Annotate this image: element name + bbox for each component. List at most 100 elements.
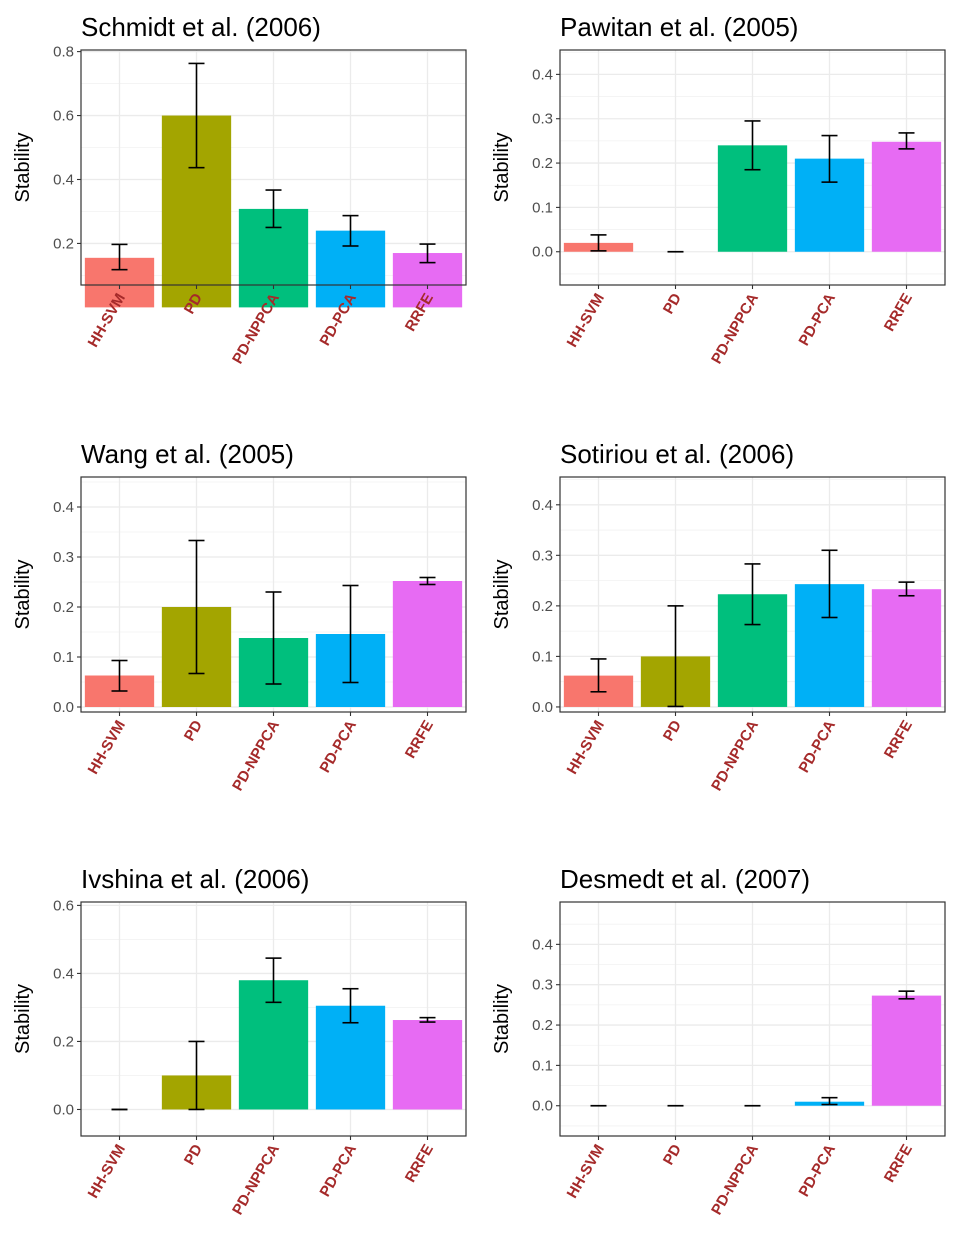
y-axis-title: Stability: [12, 559, 34, 629]
y-tick-label: 0.2: [532, 155, 553, 172]
y-tick-label: 0.2: [53, 235, 74, 252]
y-tick-label: 0.3: [532, 977, 553, 994]
error-bar-pd-pca: [821, 134, 838, 183]
error-bar-hh-svm: [111, 243, 128, 271]
x-tick-label-rrfe: RRFE: [881, 291, 916, 335]
y-tick-label: 0.8: [53, 44, 74, 61]
x-tick-label-pd-pca: PD-PCA: [795, 1141, 839, 1199]
error-bar-rrfe: [898, 581, 915, 597]
y-tick-label: 0.0: [53, 699, 74, 716]
x-tick-label-pd-pca: PD-PCA: [795, 290, 839, 348]
panel-title: Pawitan et al. (2005): [560, 12, 798, 42]
x-tick-label-pd-pca: PD-PCA: [316, 717, 360, 775]
bar-rrfe: [871, 141, 942, 252]
y-tick-label: 0.4: [532, 66, 553, 83]
y-tick-label: 0.1: [53, 649, 74, 666]
y-tick-label: 0.4: [53, 171, 74, 188]
bar-rrfe: [392, 1020, 463, 1110]
x-tick-label-pd-pca: PD-PCA: [316, 1141, 360, 1199]
x-tick-label-pd-nppca: PD-NPPCA: [708, 290, 762, 366]
panel-title: Wang et al. (2005): [81, 439, 294, 469]
y-tick-label: 0.3: [532, 547, 553, 564]
y-tick-label: 0.6: [53, 108, 74, 125]
y-tick-label: 0.3: [532, 111, 553, 128]
bar-rrfe: [392, 581, 463, 707]
error-bar-pd-nppca: [265, 591, 282, 685]
bar-rrfe: [871, 589, 942, 707]
y-axis-title: Stability: [491, 132, 513, 202]
panel-title: Ivshina et al. (2006): [81, 864, 309, 894]
y-tick-label: 0.3: [53, 549, 74, 566]
error-bar-rrfe: [898, 990, 915, 1000]
error-bar-hh-svm: [590, 234, 607, 252]
y-tick-label: 0.1: [532, 1057, 553, 1074]
y-axis-title: Stability: [12, 984, 34, 1054]
x-tick-label-hh-svm: HH-SVM: [564, 291, 608, 351]
x-tick-label-pd: PD: [181, 717, 206, 744]
x-tick-label-pd-nppca: PD-NPPCA: [708, 1141, 762, 1217]
panel-2: 0.0 0.1 0.2 0.3 0.4 HH-SVM PD PD-NPPCA PD-PCA RRF…: [491, 12, 946, 367]
bar-rrfe: [871, 995, 942, 1106]
panel-title: Schmidt et al. (2006): [81, 12, 321, 42]
x-tick-label-rrfe: RRFE: [402, 1142, 437, 1186]
y-tick-label: 0.0: [532, 699, 553, 716]
y-axis-title: Stability: [491, 559, 513, 629]
y-tick-label: 0.1: [532, 648, 553, 665]
x-tick-label-hh-svm: HH-SVM: [564, 1142, 608, 1202]
y-tick-label: 0.4: [53, 499, 74, 516]
error-bar-rrfe: [419, 576, 436, 586]
x-tick-label-pd-pca: PD-PCA: [795, 717, 839, 775]
panel-3: 0.0 0.1 0.2 0.3 0.4 HH-SVM PD PD-NPPCA PD-PCA RRF…: [12, 439, 467, 794]
x-tick-label-rrfe: RRFE: [402, 718, 437, 762]
error-bar-rrfe: [419, 1016, 436, 1023]
y-tick-label: 0.4: [53, 965, 74, 982]
y-tick-label: 0.2: [53, 1033, 74, 1050]
x-tick-label-pd: PD: [181, 1141, 206, 1168]
x-tick-label-hh-svm: HH-SVM: [85, 718, 129, 778]
y-tick-label: 0.0: [532, 244, 553, 261]
y-tick-label: 0.4: [532, 936, 553, 953]
error-bar-pd-pca: [821, 549, 838, 619]
error-bar-pd-nppca: [744, 120, 761, 171]
error-bar-pd: [188, 62, 205, 169]
error-bar-pd-nppca: [744, 563, 761, 626]
y-tick-label: 0.2: [53, 599, 74, 616]
y-tick-label: 0.0: [532, 1098, 553, 1115]
error-bar-pd-nppca: [265, 189, 282, 229]
x-tick-label-hh-svm: HH-SVM: [564, 718, 608, 778]
y-tick-label: 0.1: [532, 199, 553, 216]
panel-title: Desmedt et al. (2007): [560, 864, 810, 894]
error-bar-pd-pca: [342, 584, 359, 684]
y-tick-label: 0.6: [53, 897, 74, 914]
x-tick-label-pd-nppca: PD-NPPCA: [229, 717, 283, 793]
error-bar-pd-pca: [821, 1096, 838, 1106]
y-axis-title: Stability: [491, 984, 513, 1054]
error-bar-pd-nppca: [265, 957, 282, 1004]
x-tick-label-rrfe: RRFE: [881, 718, 916, 762]
x-tick-label-rrfe: RRFE: [881, 1142, 916, 1186]
error-bar-hh-svm: [111, 659, 128, 692]
y-tick-label: 0.4: [532, 497, 553, 514]
y-tick-label: 0.2: [532, 1017, 553, 1034]
x-tick-label-pd-nppca: PD-NPPCA: [229, 1141, 283, 1217]
error-bar-hh-svm: [590, 658, 607, 693]
x-tick-label-hh-svm: HH-SVM: [85, 1142, 129, 1202]
error-bar-pd: [188, 1040, 205, 1111]
y-tick-label: 0.0: [53, 1101, 74, 1118]
error-bar-pd-pca: [342, 214, 359, 247]
panel-6: 0.0 0.1 0.2 0.3 0.4 HH-SVM PD PD-NPPCA PD-PCA RRF…: [491, 864, 946, 1218]
y-axis-title: Stability: [12, 132, 34, 202]
y-tick-label: 0.2: [532, 598, 553, 615]
x-tick-label-pd: PD: [660, 290, 685, 317]
panel-1: 0.20.40.60.8HH-SVM PD PD-NPPCA PD-PCA RRFESt…: [12, 12, 467, 367]
x-tick-label-pd-nppca: PD-NPPCA: [708, 717, 762, 793]
panel-4: 0.0 0.1 0.2 0.3 0.4 HH-SVM PD PD-NPPCA PD-PCA RRF…: [491, 439, 946, 794]
x-tick-label-pd: PD: [660, 717, 685, 744]
error-bar-rrfe: [898, 132, 915, 150]
panel-title: Sotiriou et al. (2006): [560, 439, 794, 469]
error-bar-pd: [667, 605, 684, 708]
error-bar-pd-pca: [342, 987, 359, 1024]
x-tick-label-pd: PD: [660, 1141, 685, 1168]
error-bar-pd: [188, 539, 205, 675]
